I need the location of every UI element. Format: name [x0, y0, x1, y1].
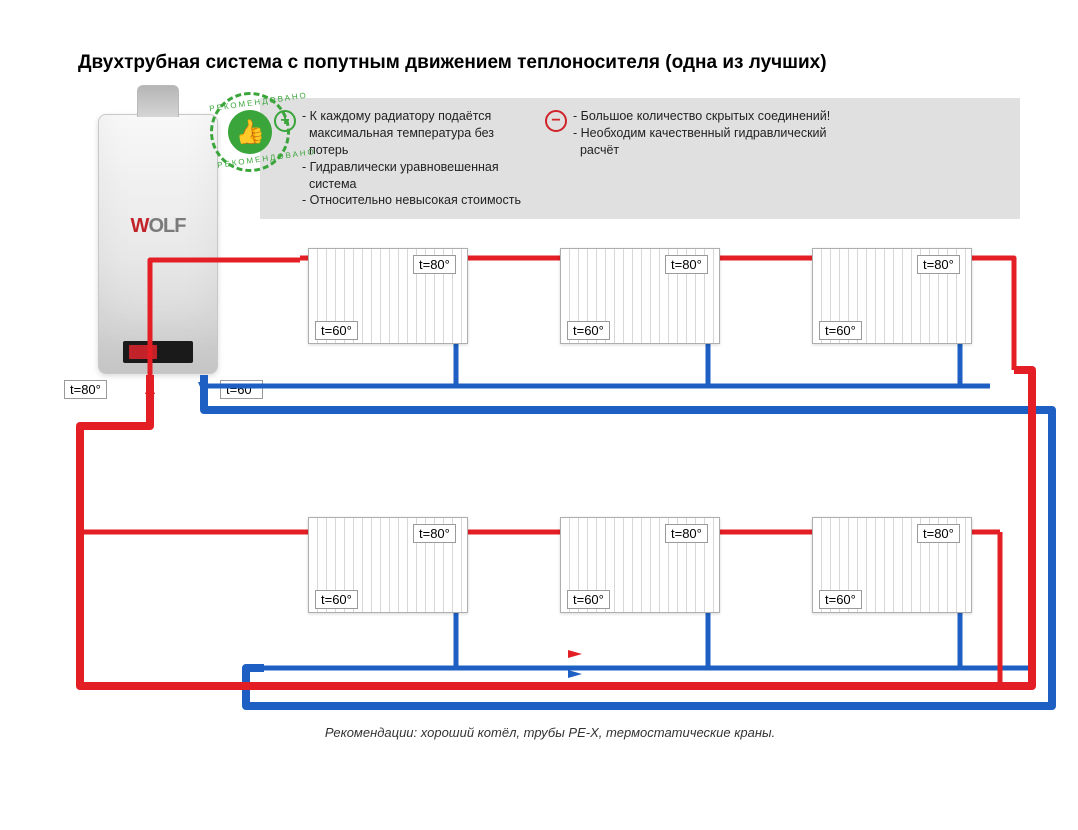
- radiator: t=80° t=60°: [560, 248, 720, 344]
- con-line: расчёт: [573, 142, 830, 159]
- pros-lines: - К каждому радиатору подаётся максималь…: [302, 108, 521, 209]
- radiator-supply-temp: t=80°: [413, 524, 456, 543]
- boiler-out-temp: t=80°: [64, 380, 107, 399]
- boiler-in-temp: t=60°: [220, 380, 263, 399]
- recommendation-text: Рекомендации: хороший котёл, трубы PE-X,…: [300, 725, 800, 740]
- radiator-supply-temp: t=80°: [665, 524, 708, 543]
- con-line: - Большое количество скрытых соединений!: [573, 108, 830, 125]
- stamp-text: РЕКОМЕНДОВАНО РЕКОМЕНДОВАНО: [208, 90, 292, 174]
- flow-arrow-return-icon: [568, 670, 582, 678]
- pro-line: - К каждому радиатору подаётся: [302, 108, 521, 125]
- minus-icon: −: [545, 110, 567, 132]
- return-arrow-down-icon: [198, 382, 208, 394]
- pros-column: + - К каждому радиатору подаётся максима…: [274, 108, 521, 209]
- boiler-flue: [137, 85, 179, 117]
- pro-line: максимальная температура без: [302, 125, 521, 142]
- radiator-return-temp: t=60°: [315, 590, 358, 609]
- boiler-control-panel: [123, 341, 193, 363]
- page-title: Двухтрубная система с попутным движением…: [78, 52, 827, 74]
- radiator-return-temp: t=60°: [567, 321, 610, 340]
- info-pane: + - К каждому радиатору подаётся максима…: [260, 98, 1020, 219]
- radiator: t=80° t=60°: [812, 517, 972, 613]
- cons-lines: - Большое количество скрытых соединений!…: [573, 108, 830, 209]
- stamp-text-top: РЕКОМЕНДОВАНО: [209, 94, 284, 113]
- con-line: - Необходим качественный гидравлический: [573, 125, 830, 142]
- radiator: t=80° t=60°: [308, 517, 468, 613]
- radiator-supply-temp: t=80°: [413, 255, 456, 274]
- pro-line: потерь: [302, 142, 521, 159]
- radiator: t=80° t=60°: [308, 248, 468, 344]
- radiator-supply-temp: t=80°: [665, 255, 708, 274]
- flow-arrow-supply-icon: [568, 650, 582, 658]
- radiator-return-temp: t=60°: [819, 321, 862, 340]
- radiator: t=80° t=60°: [812, 248, 972, 344]
- pro-line: система: [302, 176, 521, 193]
- radiator-supply-temp: t=80°: [917, 255, 960, 274]
- boiler: WOLF: [98, 114, 218, 374]
- boiler-brand: WOLF: [99, 215, 217, 238]
- pro-line: - Гидравлически уравновешенная: [302, 159, 521, 176]
- radiator-return-temp: t=60°: [315, 321, 358, 340]
- pro-line: - Относительно невысокая стоимость: [302, 192, 521, 209]
- brand-rest: OLF: [148, 215, 185, 237]
- supply-arrow-up-icon: [145, 382, 155, 394]
- cons-column: − - Большое количество скрытых соединени…: [545, 108, 830, 209]
- radiator-supply-temp: t=80°: [917, 524, 960, 543]
- radiator-return-temp: t=60°: [567, 590, 610, 609]
- radiator: t=80° t=60°: [560, 517, 720, 613]
- recommended-stamp: РЕКОМЕНДОВАНО РЕКОМЕНДОВАНО 👍: [205, 87, 295, 177]
- radiator-return-temp: t=60°: [819, 590, 862, 609]
- brand-main: W: [131, 215, 149, 237]
